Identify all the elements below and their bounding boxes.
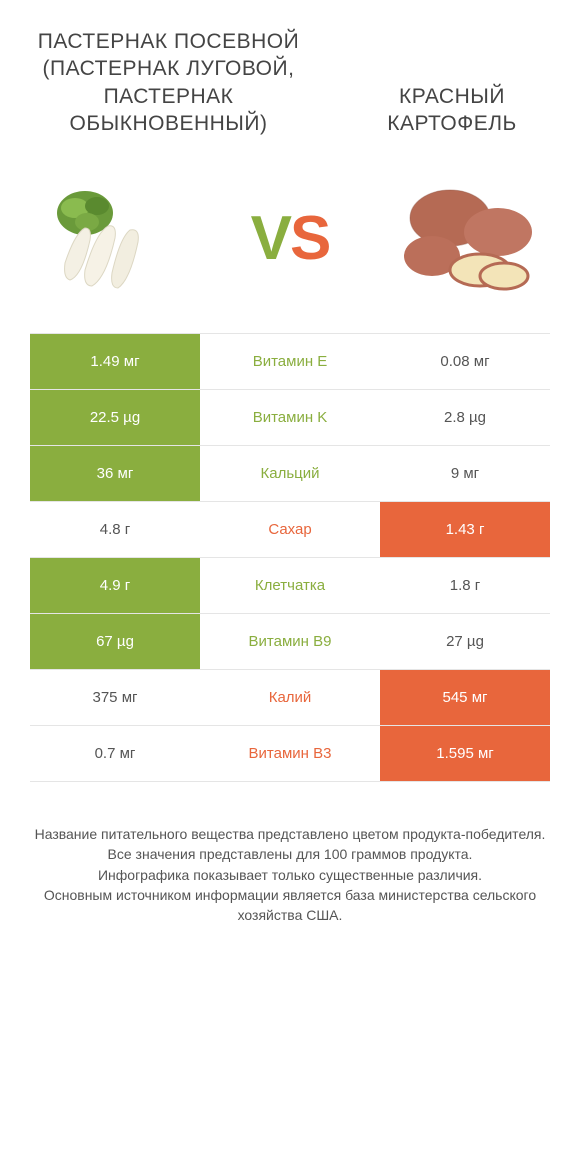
header: ПАСТЕРНАК ПОСЕВНОЙ (ПАСТЕРНАК ЛУГОВОЙ, П… — [0, 0, 580, 147]
footer-line-1: Название питательного вещества представл… — [24, 824, 556, 844]
footer-line-3: Инфографика показывает только существенн… — [24, 865, 556, 885]
vs-s: S — [290, 204, 329, 273]
footer-line-4: Основным источником информации является … — [24, 885, 556, 926]
infographic: ПАСТЕРНАК ПОСЕВНОЙ (ПАСТЕРНАК ЛУГОВОЙ, П… — [0, 0, 580, 926]
cell-nutrient: Витамин K — [200, 390, 380, 445]
table-row: 1.49 мгВитамин E0.08 мг — [30, 334, 550, 390]
cell-left-value: 4.8 г — [30, 502, 200, 557]
cell-nutrient: Калий — [200, 670, 380, 725]
cell-right-value: 1.8 г — [380, 558, 550, 613]
table-row: 4.8 гСахар1.43 г — [30, 502, 550, 558]
footer-line-2: Все значения представлены для 100 граммо… — [24, 844, 556, 864]
cell-nutrient: Витамин B3 — [200, 726, 380, 781]
cell-left-value: 67 µg — [30, 614, 200, 669]
cell-left-value: 22.5 µg — [30, 390, 200, 445]
cell-left-value: 4.9 г — [30, 558, 200, 613]
cell-right-value: 545 мг — [380, 670, 550, 725]
cell-left-value: 36 мг — [30, 446, 200, 501]
table-row: 4.9 гКлетчатка1.8 г — [30, 558, 550, 614]
table-row: 22.5 µgВитамин K2.8 µg — [30, 390, 550, 446]
image-left — [30, 173, 200, 303]
cell-right-value: 1.43 г — [380, 502, 550, 557]
vs-v: V — [251, 204, 290, 273]
vs-label: VS — [251, 203, 330, 274]
cell-right-value: 27 µg — [380, 614, 550, 669]
vs-row: VS — [0, 147, 580, 333]
cell-right-value: 0.08 мг — [380, 334, 550, 389]
cell-left-value: 0.7 мг — [30, 726, 200, 781]
cell-right-value: 1.595 мг — [380, 726, 550, 781]
cell-nutrient: Кальций — [200, 446, 380, 501]
cell-nutrient: Витамин B9 — [200, 614, 380, 669]
nutrient-table: 1.49 мгВитамин E0.08 мг22.5 µgВитамин K2… — [30, 333, 550, 782]
image-right — [380, 173, 550, 303]
cell-nutrient: Клетчатка — [200, 558, 380, 613]
cell-right-value: 9 мг — [380, 446, 550, 501]
table-row: 0.7 мгВитамин B31.595 мг — [30, 726, 550, 782]
table-row: 36 мгКальций9 мг — [30, 446, 550, 502]
table-row: 67 µgВитамин B927 µg — [30, 614, 550, 670]
cell-nutrient: Витамин E — [200, 334, 380, 389]
title-left: ПАСТЕРНАК ПОСЕВНОЙ (ПАСТЕРНАК ЛУГОВОЙ, П… — [20, 28, 317, 137]
cell-left-value: 375 мг — [30, 670, 200, 725]
title-right: КРАСНЫЙ КАРТОФЕЛЬ — [344, 83, 560, 138]
cell-left-value: 1.49 мг — [30, 334, 200, 389]
cell-nutrient: Сахар — [200, 502, 380, 557]
footer: Название питательного вещества представл… — [0, 782, 580, 925]
cell-right-value: 2.8 µg — [380, 390, 550, 445]
table-row: 375 мгКалий545 мг — [30, 670, 550, 726]
